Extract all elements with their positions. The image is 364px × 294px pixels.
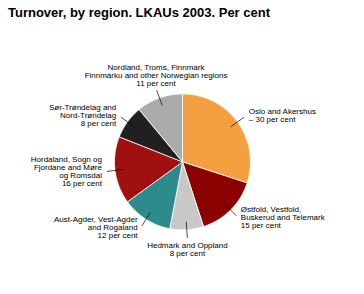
svg-text:Nordland, Troms, FinnmarkFinnm: Nordland, Troms, FinnmarkFinnmárku and o… (85, 63, 228, 88)
svg-text:Sør-Trøndelag andNord-Trøndela: Sør-Trøndelag andNord-Trøndelag8 per cen… (49, 103, 117, 128)
svg-text:Aust-Agder, Vest-Agderand Roga: Aust-Agder, Vest-Agderand Rogaland12 per… (54, 215, 138, 240)
html-text:Turnover, by region. LKAUs 200: Turnover, by region. LKAUs 2003. Per cen… (8, 5, 270, 20)
svg-text:Oslo and Akershus– 30 per cent: Oslo and Akershus– 30 per cent (249, 107, 316, 124)
svg-text:Hedmark and Oppland8 per cent: Hedmark and Oppland8 per cent (147, 241, 228, 258)
svg-text:Hordaland, Sogn ogFjordane and: Hordaland, Sogn ogFjordane and Møreog Ro… (31, 155, 103, 188)
svg-text:Østfold, Vestfold,Buskerud and: Østfold, Vestfold,Buskerud and Telemark1… (241, 205, 326, 230)
